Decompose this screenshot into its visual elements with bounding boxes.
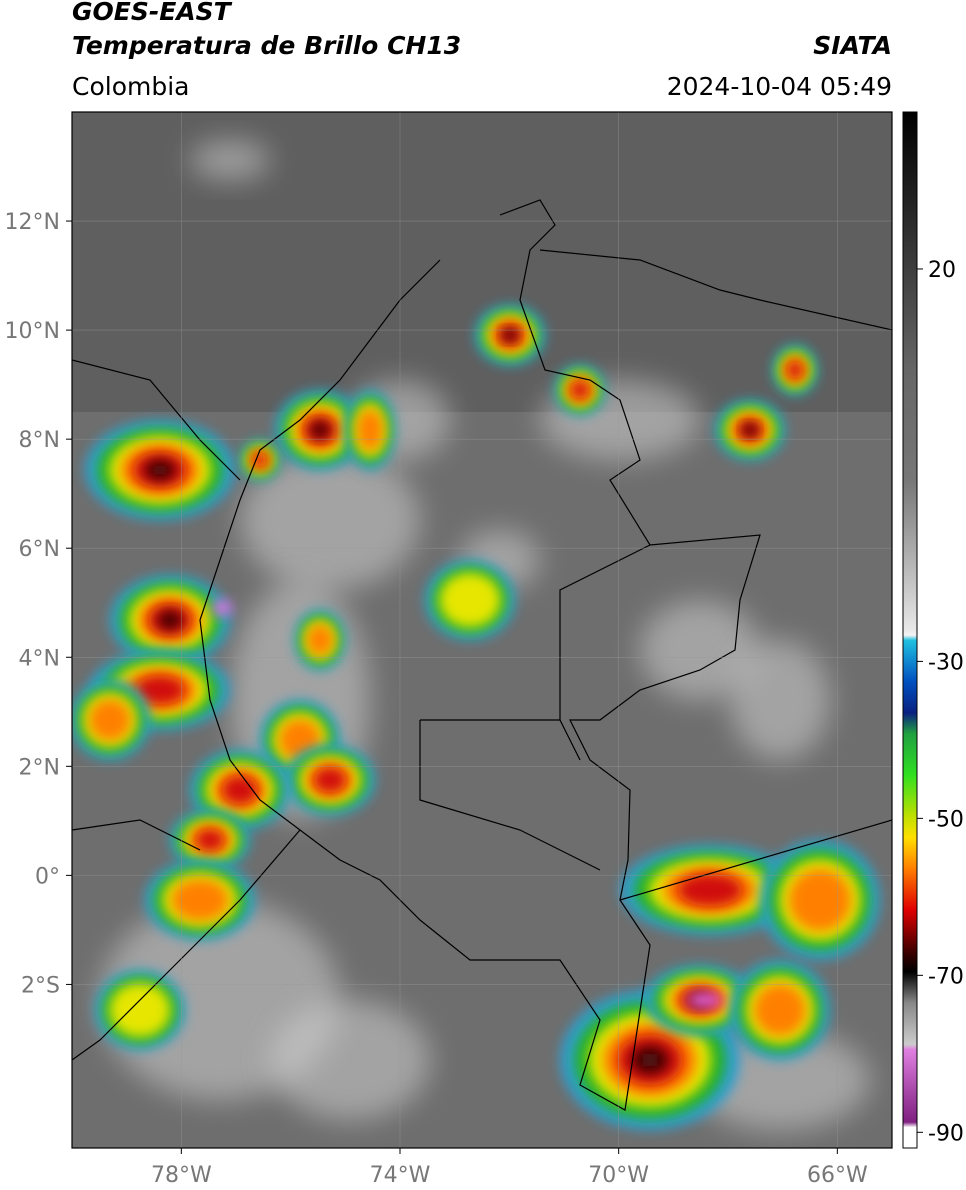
colorbar	[902, 111, 918, 1149]
lat-tick-label: 8°N	[19, 428, 60, 453]
lon-tick-label: 78°W	[151, 1163, 212, 1188]
colorbar-tick-label: -30	[928, 650, 964, 675]
colorbar-tick-label: -90	[928, 1121, 964, 1146]
lat-tick-label: 4°N	[19, 646, 60, 671]
lat-tick-label: 0°	[35, 864, 60, 889]
borders	[72, 199, 892, 1111]
title-line2: Temperatura de Brillo CH13	[72, 31, 461, 60]
org: SIATA	[813, 31, 892, 60]
lon-tick-label: 74°W	[370, 1163, 431, 1188]
lon-tick-label: 70°W	[588, 1163, 649, 1188]
map-frame	[71, 111, 893, 1149]
lat-tick-label: 12°N	[5, 210, 60, 235]
region: Colombia	[72, 72, 189, 101]
lat-tick-label: 2°N	[19, 755, 60, 780]
colorbar-tick-label: 20	[928, 258, 956, 283]
colorbar-tick-label: -50	[928, 807, 964, 832]
lon-tick-label: 66°W	[807, 1163, 868, 1188]
lat-tick-label: 6°N	[19, 537, 60, 562]
satellite-image	[72, 112, 892, 1148]
title-line1: GOES-EAST	[72, 0, 233, 26]
lat-tick-label: 2°S	[21, 973, 60, 998]
colorbar-tick-label: -70	[928, 964, 964, 989]
timestamp: 2024-10-04 05:49	[667, 72, 892, 101]
graticule: 12°N 10°N 8°N 6°N 4°N 2°N 0° 2°S 78°W 74°W 70°W 66°…	[5, 112, 892, 1188]
lat-tick-label: 10°N	[5, 319, 60, 344]
